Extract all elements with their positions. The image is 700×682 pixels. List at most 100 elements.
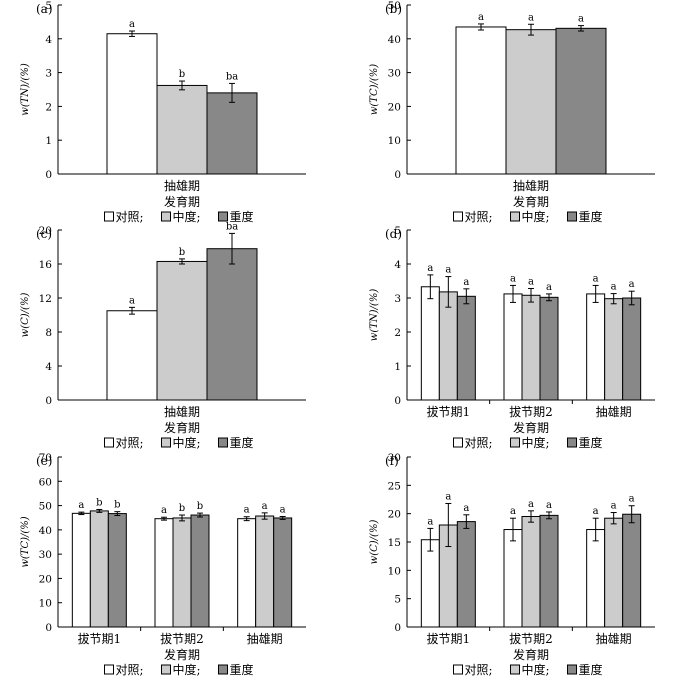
y-axis-title: w(TC)/(%) — [369, 64, 380, 115]
x-tick-label: 拔节期2 — [160, 631, 204, 646]
significance-label: a — [510, 506, 516, 517]
y-tick-label: 60 — [39, 476, 52, 488]
significance-label: a — [546, 282, 552, 293]
legend-label: 中度; — [173, 435, 201, 450]
bar-moderate — [156, 84, 208, 175]
bar-moderate — [604, 298, 624, 401]
y-tick-label: 4 — [45, 34, 52, 46]
chart-panel-f: 0 5 10 15 20 25 30 w(C)/(%) (f) 拔节期1 a a a 拔节期2 a a a 抽雄期… — [369, 452, 655, 677]
bar-control — [154, 518, 174, 628]
legend-label: 对照; — [465, 210, 493, 224]
legend: 对照; 中度; 重度 — [104, 435, 254, 450]
legend-swatch-moderate — [161, 211, 171, 222]
legend-label: 重度 — [579, 435, 603, 450]
y-tick-label: 30 — [388, 452, 401, 464]
significance-label: a — [161, 505, 167, 516]
bar-severe — [456, 295, 476, 401]
bar-severe — [107, 513, 127, 628]
y-tick-label: 20 — [39, 225, 52, 237]
y-tick-label: 12 — [39, 293, 52, 305]
significance-label: a — [578, 14, 584, 25]
legend-label: 中度; — [173, 662, 201, 677]
y-tick-label: 5 — [394, 225, 401, 237]
y-tick-label: 15 — [388, 537, 401, 549]
y-axis-title: w(C)/(%) — [20, 293, 31, 338]
x-tick-label: 拔节期1 — [427, 631, 471, 646]
bar-moderate — [521, 294, 541, 401]
x-tick-label: 拔节期1 — [78, 631, 122, 646]
y-tick-label: 40 — [388, 34, 401, 46]
bar-severe — [555, 27, 607, 175]
significance-label: a — [611, 501, 617, 512]
y-tick-label: 16 — [39, 259, 53, 271]
legend-swatch-severe — [567, 437, 577, 448]
x-tick-label: 拔节期2 — [509, 631, 553, 646]
significance-label: b — [96, 497, 102, 508]
significance-label: b — [179, 247, 185, 258]
y-tick-label: 0 — [45, 622, 52, 634]
legend-swatch-control — [453, 211, 463, 222]
legend-label: 中度; — [522, 209, 550, 224]
significance-label: a — [593, 506, 599, 517]
significance-label: b — [114, 500, 120, 511]
bar-control — [503, 529, 523, 628]
significance-label: a — [280, 505, 286, 516]
significance-label: a — [593, 273, 599, 284]
significance-label: a — [445, 265, 451, 276]
significance-label: a — [445, 491, 451, 502]
y-tick-label: 8 — [45, 327, 52, 339]
y-tick-label: 25 — [388, 480, 401, 492]
significance-label: ba — [226, 221, 238, 232]
legend-label: 对照; — [465, 663, 493, 677]
legend-label: 重度 — [230, 435, 254, 450]
bar-severe — [206, 92, 258, 175]
y-axis-title: w(C)/(%) — [369, 520, 380, 565]
y-tick-label: 5 — [45, 0, 52, 12]
x-tick-label: 抽雄期 — [164, 404, 200, 419]
y-tick-label: 4 — [394, 259, 401, 271]
legend-swatch-severe — [218, 211, 228, 222]
y-axis-title: w(TN)/(%) — [369, 289, 380, 342]
significance-label: b — [179, 69, 185, 80]
x-tick-label: 抽雄期 — [164, 178, 200, 193]
y-tick-label: 0 — [394, 622, 401, 634]
y-axis-title: w(TN)/(%) — [20, 63, 31, 116]
y-tick-label: 20 — [39, 573, 52, 585]
significance-label: a — [463, 277, 469, 288]
significance-label: a — [78, 500, 84, 511]
legend-swatch-severe — [218, 664, 228, 675]
significance-label: a — [510, 273, 516, 284]
legend-label: 对照; — [116, 210, 144, 224]
bar-severe — [206, 248, 258, 401]
y-tick-label: 1 — [394, 361, 401, 373]
bar-control — [106, 33, 158, 175]
legend-swatch-control — [104, 664, 114, 675]
x-axis-title: 发育期 — [513, 194, 549, 209]
significance-label: a — [427, 516, 433, 527]
x-axis-title: 发育期 — [164, 647, 200, 662]
y-tick-label: 5 — [394, 594, 401, 606]
significance-label: a — [528, 12, 534, 23]
x-tick-label: 抽雄期 — [247, 631, 283, 646]
legend-swatch-severe — [567, 664, 577, 675]
bar-moderate — [438, 291, 458, 401]
panel-label: (b) — [385, 2, 402, 16]
bar-severe — [190, 514, 210, 628]
bar-control — [420, 539, 440, 628]
bar-moderate — [604, 517, 624, 628]
x-tick-label: 拔节期2 — [509, 404, 553, 419]
y-tick-label: 0 — [394, 395, 401, 407]
y-tick-label: 2 — [394, 327, 401, 339]
legend-swatch-severe — [567, 211, 577, 222]
legend-label: 重度 — [230, 209, 254, 224]
legend-label: 中度; — [173, 209, 201, 224]
bar-moderate — [156, 260, 208, 401]
legend: 对照; 中度; 重度 — [453, 435, 603, 450]
legend-swatch-moderate — [510, 437, 520, 448]
legend-label: 重度 — [579, 209, 603, 224]
bar-moderate — [89, 510, 109, 628]
y-tick-label: 50 — [39, 501, 52, 513]
